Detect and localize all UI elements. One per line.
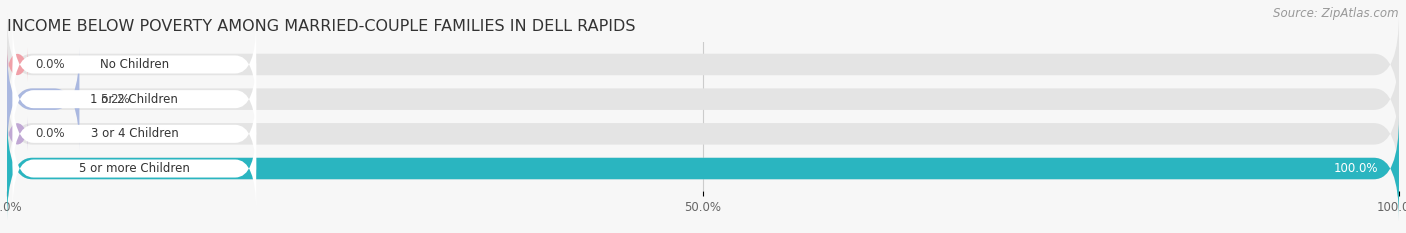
Text: 0.0%: 0.0% [35, 58, 65, 71]
Text: 1 or 2 Children: 1 or 2 Children [90, 93, 179, 106]
FancyBboxPatch shape [7, 117, 28, 151]
FancyBboxPatch shape [7, 117, 1399, 220]
Text: Source: ZipAtlas.com: Source: ZipAtlas.com [1274, 7, 1399, 20]
Text: 5.2%: 5.2% [100, 93, 129, 106]
FancyBboxPatch shape [7, 48, 1399, 151]
FancyBboxPatch shape [7, 48, 79, 151]
FancyBboxPatch shape [13, 126, 256, 212]
Text: 0.0%: 0.0% [35, 127, 65, 140]
FancyBboxPatch shape [13, 91, 256, 177]
FancyBboxPatch shape [7, 48, 28, 82]
Text: 3 or 4 Children: 3 or 4 Children [90, 127, 179, 140]
FancyBboxPatch shape [13, 56, 256, 142]
Text: 5 or more Children: 5 or more Children [79, 162, 190, 175]
FancyBboxPatch shape [7, 13, 1399, 116]
FancyBboxPatch shape [7, 82, 1399, 185]
Text: 100.0%: 100.0% [1333, 162, 1378, 175]
Text: INCOME BELOW POVERTY AMONG MARRIED-COUPLE FAMILIES IN DELL RAPIDS: INCOME BELOW POVERTY AMONG MARRIED-COUPL… [7, 19, 636, 34]
Text: No Children: No Children [100, 58, 169, 71]
FancyBboxPatch shape [13, 21, 256, 107]
FancyBboxPatch shape [7, 117, 1399, 220]
